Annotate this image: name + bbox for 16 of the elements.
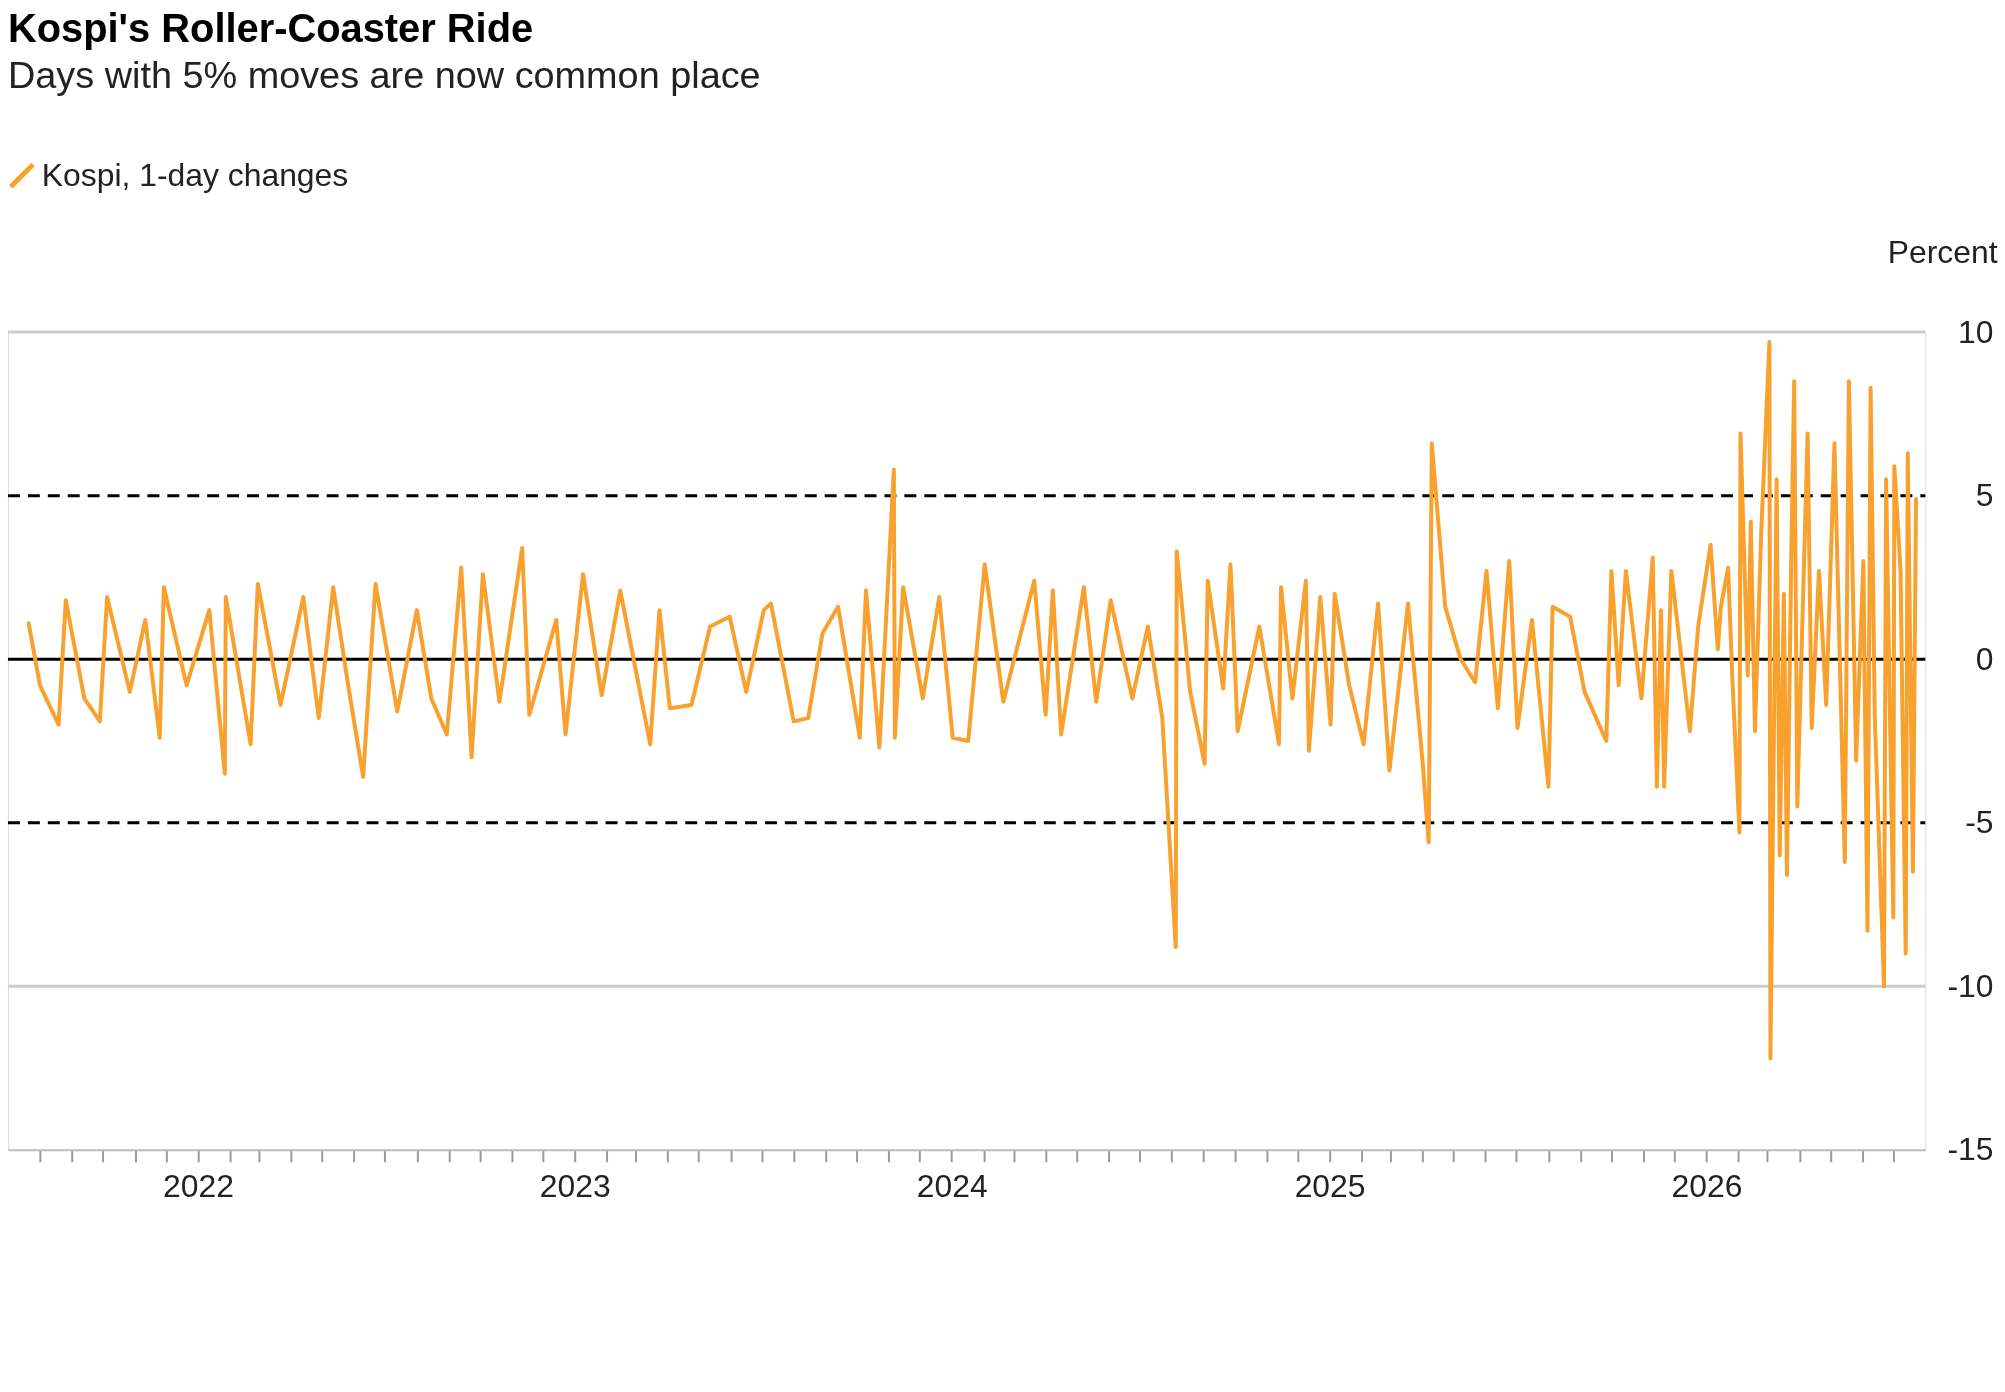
y-tick-label: 10 (1958, 313, 1994, 350)
line-series (26, 339, 1919, 1061)
y-axis-title: Percent (1887, 233, 1998, 270)
y-tick-label: 5 (1975, 477, 1994, 514)
chart-title: Kospi's Roller-Coaster Ride (7, 6, 534, 51)
legend-label: Kospi, 1-day changes (41, 156, 349, 193)
y-tick-label: 0 (1975, 640, 1994, 677)
y-tick-label: -10 (1947, 967, 1994, 1004)
x-tick-label: 2025 (1294, 1168, 1366, 1205)
x-tick-label: 2024 (916, 1168, 988, 1205)
x-tick-label: 2023 (539, 1168, 611, 1205)
y-tick-label: -5 (1965, 804, 1994, 841)
y-tick-label: -15 (1947, 1131, 1994, 1168)
x-tick-label: 2022 (163, 1168, 234, 1205)
chart-subtitle: Days with 5% moves are now common place (7, 54, 761, 97)
x-tick-label: 2026 (1671, 1168, 1743, 1205)
